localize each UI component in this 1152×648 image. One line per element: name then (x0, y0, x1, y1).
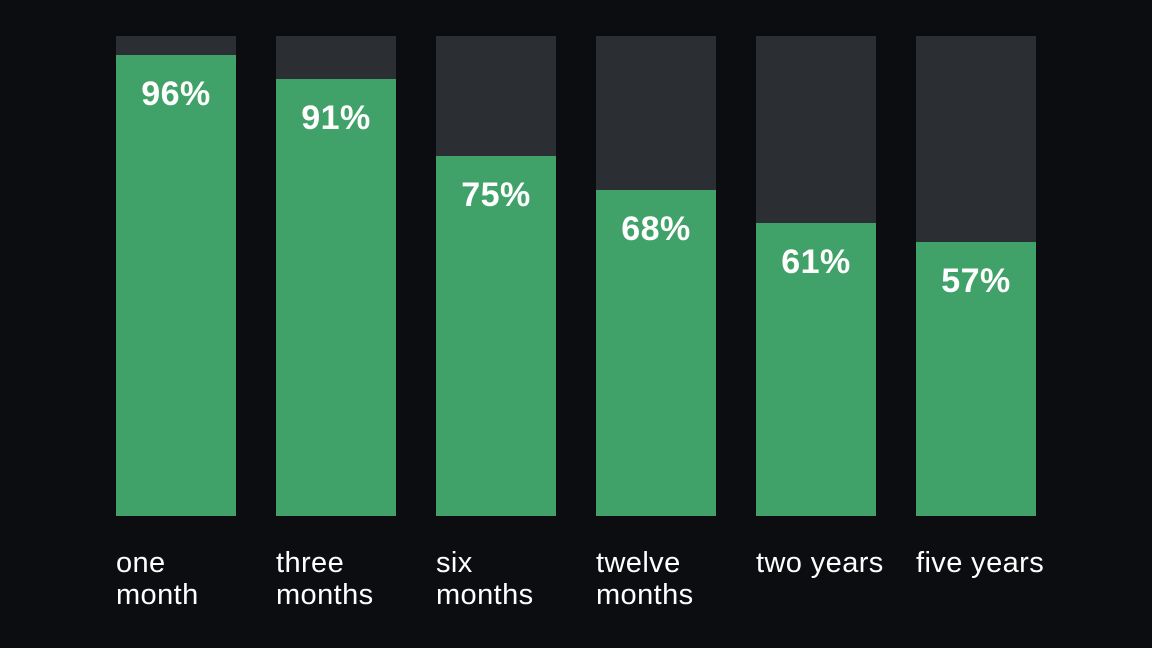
bar-fill: 57% (916, 242, 1036, 516)
bar-fill: 61% (756, 223, 876, 516)
bar-column: 75% six months (436, 36, 556, 611)
bar-category-label: six months (436, 547, 534, 611)
bar-value-label: 68% (621, 209, 691, 248)
bar-track: 91% (276, 36, 396, 516)
bar-fill: 96% (116, 55, 236, 516)
bar-column: 68% twelve months (596, 36, 716, 611)
bar-column: 91% three months (276, 36, 396, 611)
bar-category-label: three months (276, 547, 374, 611)
bar-value-label: 96% (141, 75, 211, 114)
bar-column: 57% five years (916, 36, 1044, 579)
bar-track: 61% (756, 36, 876, 516)
bar-track: 75% (436, 36, 556, 516)
bar-category-label: twelve months (596, 547, 694, 611)
bar-track: 96% (116, 36, 236, 516)
bar-category-label: five years (916, 547, 1045, 579)
bar-fill: 75% (436, 156, 556, 516)
bar-column: 61% two years (756, 36, 883, 579)
bar-fill: 91% (276, 79, 396, 516)
bar-value-label: 91% (301, 99, 371, 138)
bar-value-label: 75% (461, 176, 531, 214)
bar-value-label: 57% (941, 262, 1011, 301)
bar-category-label: one month (116, 547, 199, 611)
bar-value-label: 61% (781, 243, 851, 282)
bar-track: 68% (596, 36, 716, 516)
bar-category-label: two years (756, 547, 884, 579)
bar-track: 57% (916, 36, 1036, 516)
bar-fill: 68% (596, 189, 716, 516)
bar-column: 96% one month (116, 36, 236, 611)
